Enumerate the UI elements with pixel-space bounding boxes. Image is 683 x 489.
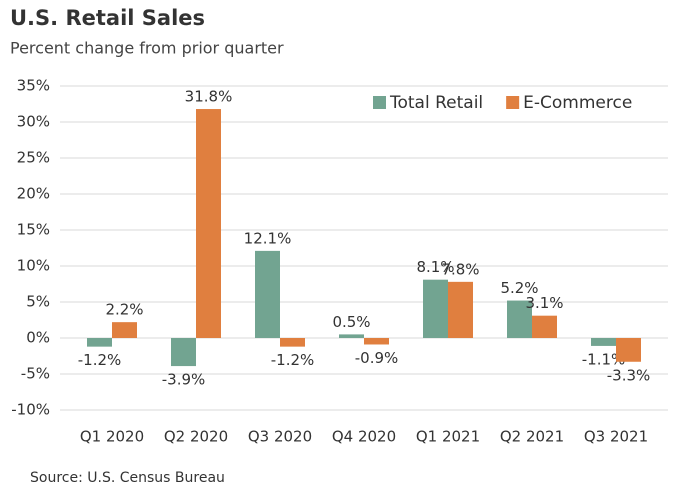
bar — [364, 338, 389, 345]
bar — [87, 338, 112, 347]
bar — [591, 338, 616, 346]
data-label: 12.1% — [244, 229, 292, 247]
y-tick-label: -10% — [11, 401, 50, 419]
bar — [532, 315, 557, 338]
y-tick-label: 20% — [17, 185, 50, 203]
chart-subtitle: Percent change from prior quarter — [10, 39, 284, 58]
data-label: -0.9% — [355, 349, 399, 367]
legend-label: E-Commerce — [523, 93, 632, 113]
x-tick-label: Q1 2021 — [416, 428, 480, 446]
bar — [423, 279, 448, 338]
y-tick-label: 5% — [26, 293, 50, 311]
legend-swatch — [373, 96, 386, 109]
bar — [171, 338, 196, 367]
data-label: 8.1% — [416, 258, 454, 276]
x-tick-label: Q2 2020 — [164, 428, 228, 446]
bar — [196, 109, 221, 338]
data-label: -1.2% — [271, 351, 315, 369]
bar — [112, 322, 137, 338]
data-label: -1.2% — [78, 351, 122, 369]
data-label: 2.2% — [105, 301, 143, 319]
data-label: 31.8% — [185, 88, 233, 106]
y-tick-label: 0% — [26, 329, 50, 347]
legend-swatch — [506, 96, 520, 109]
data-label: -1.1% — [582, 350, 626, 368]
x-tick-label: Q3 2020 — [248, 428, 312, 446]
bar — [616, 338, 641, 362]
data-label: 5.2% — [500, 279, 538, 297]
legend-label: Total Retail — [389, 93, 483, 113]
data-label: 7.8% — [441, 260, 479, 278]
data-label: -3.3% — [607, 366, 651, 384]
chart-title: U.S. Retail Sales — [10, 6, 205, 30]
bar — [339, 334, 364, 338]
x-tick-label: Q2 2021 — [500, 428, 564, 446]
y-tick-label: 35% — [17, 77, 50, 95]
x-tick-label: Q1 2020 — [80, 428, 144, 446]
x-tick-label: Q3 2021 — [584, 428, 648, 446]
data-label: -3.9% — [162, 371, 206, 389]
y-tick-label: 10% — [17, 257, 50, 275]
y-tick-label: 15% — [17, 221, 50, 239]
bar — [507, 300, 532, 338]
x-tick-label: Q4 2020 — [332, 428, 396, 446]
source-note: Source: U.S. Census Bureau — [30, 470, 225, 486]
y-tick-label: 25% — [17, 149, 50, 167]
bar — [280, 338, 305, 347]
data-label: 3.1% — [525, 294, 563, 312]
y-tick-label: -5% — [21, 365, 50, 383]
bar — [448, 281, 473, 338]
y-tick-label: 30% — [17, 113, 50, 131]
data-label: 0.5% — [332, 313, 370, 331]
bar — [255, 250, 280, 338]
